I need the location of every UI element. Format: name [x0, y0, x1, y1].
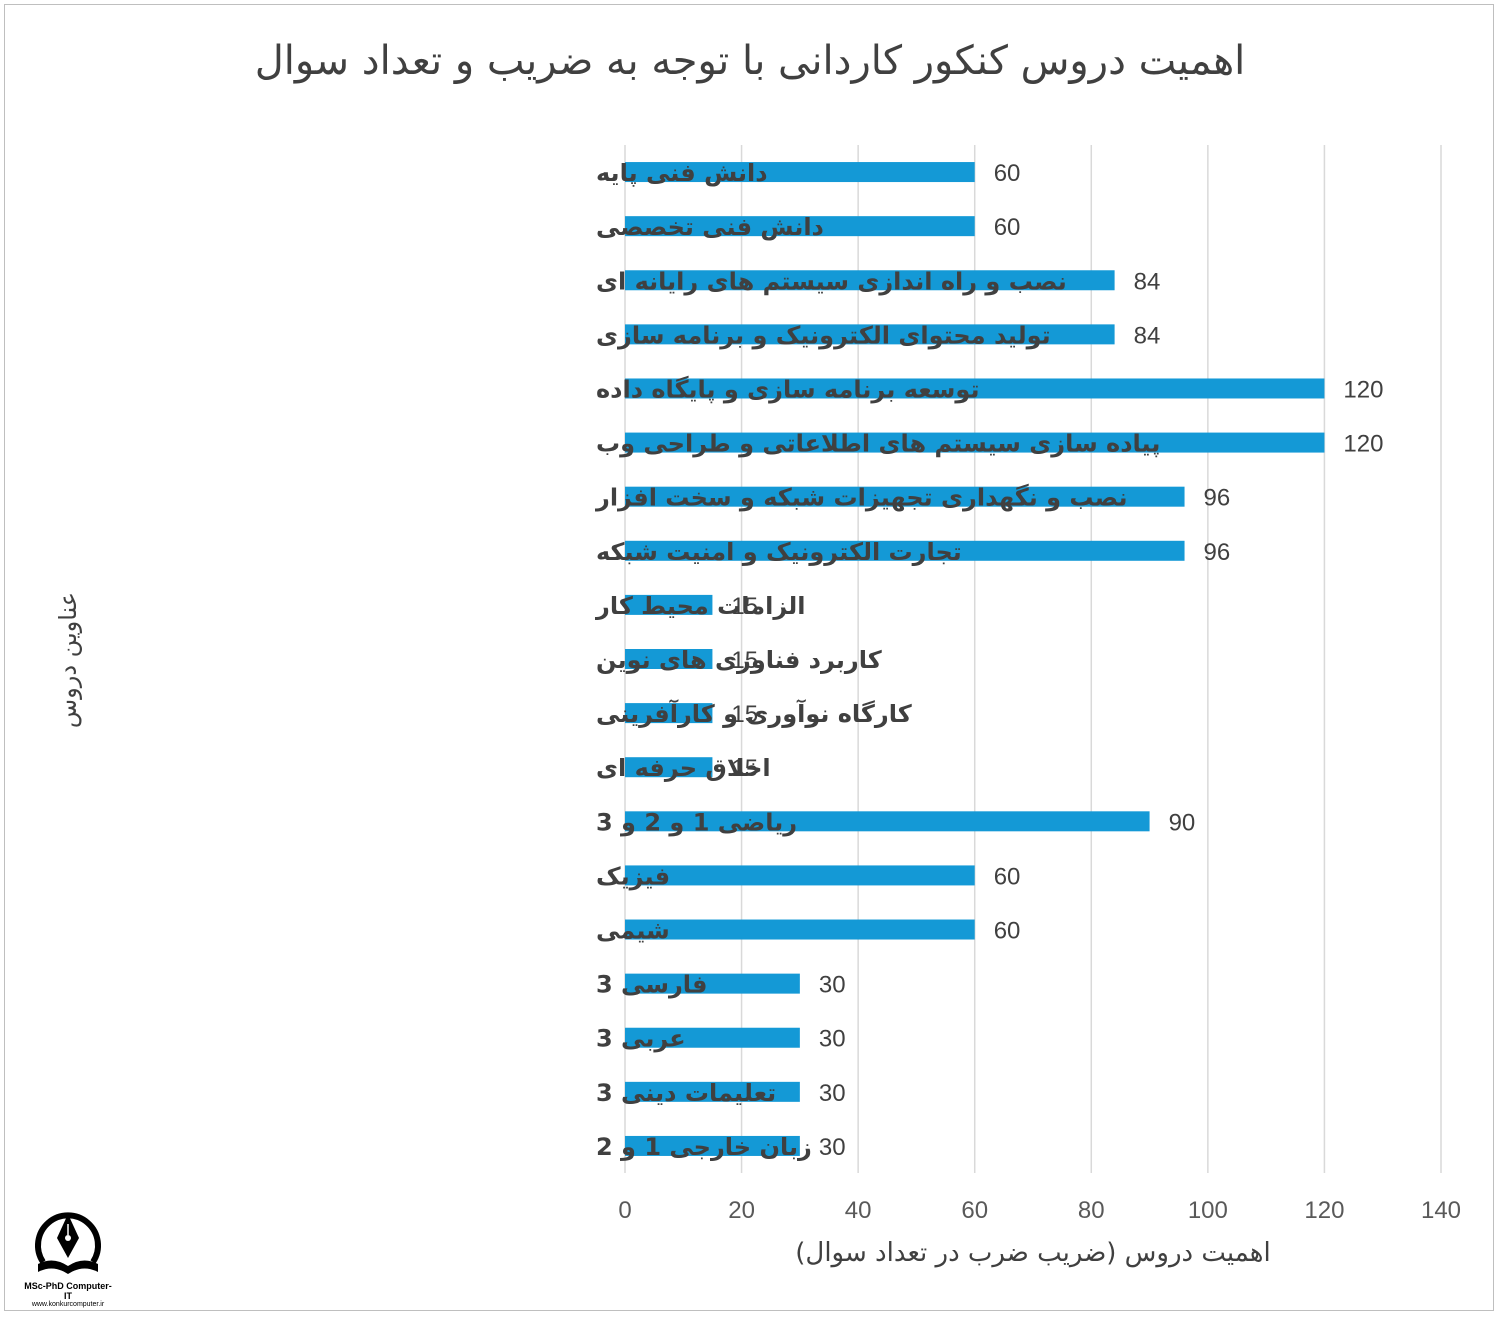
bar	[625, 757, 713, 778]
bar	[625, 1081, 800, 1102]
category-label: نصب و نگهداری تجهیزات شبکه و سخت افزار	[595, 484, 1127, 512]
data-label: 15	[731, 647, 758, 674]
category-label: تعلیمات دینی 3	[596, 1079, 776, 1107]
x-axis-label: اهمیت دروس (ضریب ضرب در تعداد سوال)	[795, 1238, 1271, 1268]
bar	[625, 919, 975, 940]
category-label: شیمی	[596, 917, 670, 945]
x-tick-label: 140	[1421, 1197, 1461, 1224]
category-label: عربی 3	[596, 1025, 686, 1053]
category-label: فیزیک	[596, 862, 670, 890]
bar	[625, 270, 1115, 291]
data-label: 60	[994, 863, 1021, 890]
chart-frame	[4, 4, 1494, 1311]
bar	[625, 216, 975, 237]
category-label: پیاده سازی سیستم های اطلاعاتی و طراحی وب	[596, 430, 1160, 458]
category-label: ریاضی 1 و 2 و 3	[596, 808, 797, 836]
data-label: 30	[819, 972, 846, 999]
bar	[625, 594, 713, 615]
bar	[625, 1135, 800, 1156]
data-label: 90	[1169, 809, 1196, 836]
bar	[625, 865, 975, 886]
data-label: 84	[1134, 268, 1161, 295]
x-tick-label: 0	[618, 1197, 631, 1224]
logo-text-line1: MSc-PhD Computer-IT	[24, 1281, 112, 1301]
data-label: 15	[731, 701, 758, 728]
x-tick-label: 20	[728, 1197, 755, 1224]
data-label: 84	[1134, 322, 1161, 349]
category-label: تجارت الکترونیک و امنیت شبکه	[596, 538, 962, 566]
category-label: زبان خارجی 1 و 2	[596, 1133, 812, 1161]
x-tick-label: 60	[961, 1197, 988, 1224]
bar	[625, 811, 1150, 832]
bar	[625, 973, 800, 994]
bar	[625, 1027, 800, 1048]
y-axis-label: عناوین دروس	[54, 591, 82, 729]
data-label: 15	[731, 593, 758, 620]
category-label: دانش فنی تخصصی	[596, 213, 824, 241]
brand-logo: MSc-PhD Computer-IT www.konkurcomputer.i…	[22, 1202, 114, 1308]
category-label: الزامات محیط کار	[595, 592, 806, 620]
data-label: 30	[819, 1134, 846, 1161]
bar	[625, 486, 1185, 507]
data-label: 120	[1343, 376, 1383, 403]
category-label: توسعه برنامه سازی و پایگاه داده	[596, 375, 979, 403]
bar	[625, 324, 1115, 345]
logo-text-line2: www.konkurcomputer.ir	[31, 1301, 105, 1308]
data-label: 120	[1343, 431, 1383, 458]
data-label: 60	[994, 918, 1021, 945]
category-label: کاربرد فناوری های نوین	[596, 646, 882, 674]
x-tick-label: 120	[1304, 1197, 1344, 1224]
bar	[625, 432, 1325, 453]
bar	[625, 703, 713, 724]
data-label: 60	[994, 214, 1021, 241]
category-label: کارگاه نوآوری و کارآفرینی	[596, 699, 912, 728]
category-label: نصب و راه اندازی سیستم های رایانه ای	[596, 267, 1067, 295]
data-label: 15	[731, 755, 758, 782]
data-label: 60	[994, 160, 1021, 187]
bar	[625, 378, 1325, 399]
pen-book-logo-icon	[35, 1212, 101, 1274]
bar	[625, 540, 1185, 561]
category-label: دانش فنی پایه	[596, 159, 768, 187]
x-tick-label: 40	[845, 1197, 872, 1224]
x-tick-label: 100	[1188, 1197, 1228, 1224]
category-label: فارسی 3	[596, 971, 707, 999]
category-label: اخلاق حرفه ای	[596, 754, 771, 782]
data-label: 96	[1204, 539, 1231, 566]
bar	[625, 649, 713, 669]
bar	[625, 162, 975, 183]
data-label: 30	[819, 1080, 846, 1107]
data-label: 30	[819, 1026, 846, 1053]
x-tick-label: 80	[1078, 1197, 1105, 1224]
chart-title: اهمیت دروس کنکور کاردانی با توجه به ضریب…	[254, 38, 1246, 84]
data-label: 96	[1204, 485, 1231, 512]
category-label: تولید محتوای الکترونیک و برنامه سازی	[596, 321, 1051, 349]
